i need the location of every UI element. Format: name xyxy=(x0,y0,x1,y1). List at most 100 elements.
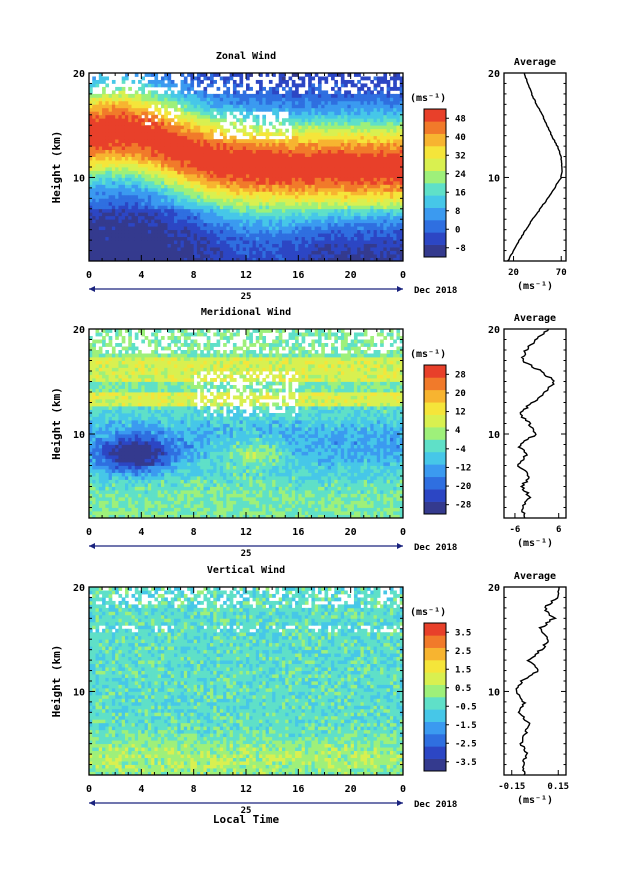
heatmap-cell xyxy=(281,219,286,224)
heatmap-cell xyxy=(262,114,267,119)
heatmap-cell xyxy=(246,250,250,255)
heatmap-cell xyxy=(108,180,113,185)
heatmap-cell xyxy=(102,184,106,189)
heatmap-cell xyxy=(206,97,211,102)
heatmap-cell xyxy=(380,163,384,168)
heatmap-cell xyxy=(373,191,378,196)
heatmap-cell xyxy=(301,153,306,157)
heatmap-cell xyxy=(340,226,345,231)
heatmap-cell xyxy=(353,215,358,220)
heatmap-cell xyxy=(304,173,309,178)
heatmap-cell xyxy=(314,191,319,196)
heatmap-cell xyxy=(308,76,312,81)
heatmap-cell xyxy=(383,114,388,119)
heatmap-cell xyxy=(187,93,191,98)
heatmap-cell xyxy=(396,254,401,258)
heatmap-cell xyxy=(337,170,342,175)
heatmap-cell xyxy=(380,97,384,102)
heatmap-cell xyxy=(288,121,293,126)
heatmap-cell xyxy=(337,233,342,238)
heatmap-cell xyxy=(160,93,165,98)
heatmap-cell xyxy=(281,163,286,168)
heatmap-cell xyxy=(376,212,381,217)
heatmap-cell xyxy=(399,125,404,130)
heatmap-cell xyxy=(367,257,371,262)
colorbar-swatch xyxy=(424,183,446,196)
heatmap-cell xyxy=(174,257,178,262)
heatmap-cell xyxy=(102,219,106,224)
heatmap-cell xyxy=(187,229,191,234)
heatmap-cell xyxy=(239,128,244,133)
heatmap-cell xyxy=(121,236,126,241)
heatmap-cell xyxy=(141,163,145,168)
heatmap-cell xyxy=(324,114,329,119)
heatmap-cell xyxy=(111,191,116,196)
heatmap-cell xyxy=(124,125,129,130)
heatmap-cell xyxy=(164,132,168,137)
heatmap-cell xyxy=(200,114,204,119)
heatmap-cell xyxy=(268,247,273,251)
heatmap-cell xyxy=(347,177,352,182)
heatmap-cell xyxy=(170,132,175,137)
heatmap-cell xyxy=(252,107,257,112)
heatmap-cell xyxy=(229,229,234,234)
heatmap-cell xyxy=(399,135,404,140)
heatmap-cell xyxy=(111,247,116,251)
heatmap-cell xyxy=(223,208,227,213)
heatmap-cell xyxy=(144,118,149,123)
heatmap-cell xyxy=(275,201,280,206)
heatmap-cell xyxy=(102,125,106,130)
heatmap-cell xyxy=(229,184,234,189)
heatmap-cell xyxy=(164,90,168,95)
heatmap-cell xyxy=(164,229,168,234)
heatmap-cell xyxy=(347,170,352,175)
heatmap-cell xyxy=(367,177,371,182)
heatmap-cell xyxy=(389,208,394,213)
heatmap-cell xyxy=(268,142,273,147)
heatmap-cell xyxy=(108,167,113,171)
heatmap-cell xyxy=(219,139,224,144)
heatmap-cell xyxy=(144,111,149,116)
heatmap-cell xyxy=(308,90,312,95)
heatmap-cell xyxy=(265,212,270,217)
heatmap-cell xyxy=(252,153,257,157)
heatmap-cell xyxy=(327,135,332,140)
heatmap-cell xyxy=(314,233,319,238)
heatmap-cell xyxy=(389,243,394,248)
heatmap-cell xyxy=(196,254,201,258)
heatmap-cell xyxy=(193,160,198,164)
heatmap-cell xyxy=(111,240,116,244)
heatmap-cell xyxy=(317,76,322,81)
heatmap-cell xyxy=(174,243,178,248)
heatmap-cell xyxy=(219,163,224,168)
heatmap-cell xyxy=(157,194,162,199)
heatmap-cell xyxy=(141,201,145,206)
heatmap-cell xyxy=(399,170,404,175)
heatmap-cell xyxy=(102,93,106,98)
heatmap-cell xyxy=(272,104,276,109)
heatmap-cell xyxy=(154,83,159,88)
heatmap-cell xyxy=(236,73,240,77)
heatmap-cell xyxy=(314,243,319,248)
heatmap-cell xyxy=(298,205,302,210)
heatmap-cell xyxy=(131,104,136,109)
heatmap-cell xyxy=(183,139,188,144)
heatmap-cell xyxy=(350,233,355,238)
heatmap-cell xyxy=(138,142,142,147)
heatmap-cell xyxy=(383,97,388,102)
heatmap-cell xyxy=(350,180,355,185)
heatmap-cell xyxy=(383,250,388,255)
heatmap-cell xyxy=(380,205,384,210)
heatmap-cell xyxy=(376,250,381,255)
heatmap-cell xyxy=(134,247,139,251)
heatmap-cell xyxy=(304,243,309,248)
heatmap-cell xyxy=(187,243,191,248)
heatmap-cell xyxy=(210,229,214,234)
heatmap-cell xyxy=(291,173,296,178)
heatmap-cell xyxy=(357,229,361,234)
heatmap-cell xyxy=(386,201,391,206)
heatmap-cell xyxy=(151,139,155,144)
heatmap-cell xyxy=(357,132,361,137)
heatmap-cell xyxy=(219,201,224,206)
heatmap-cell xyxy=(383,139,388,144)
